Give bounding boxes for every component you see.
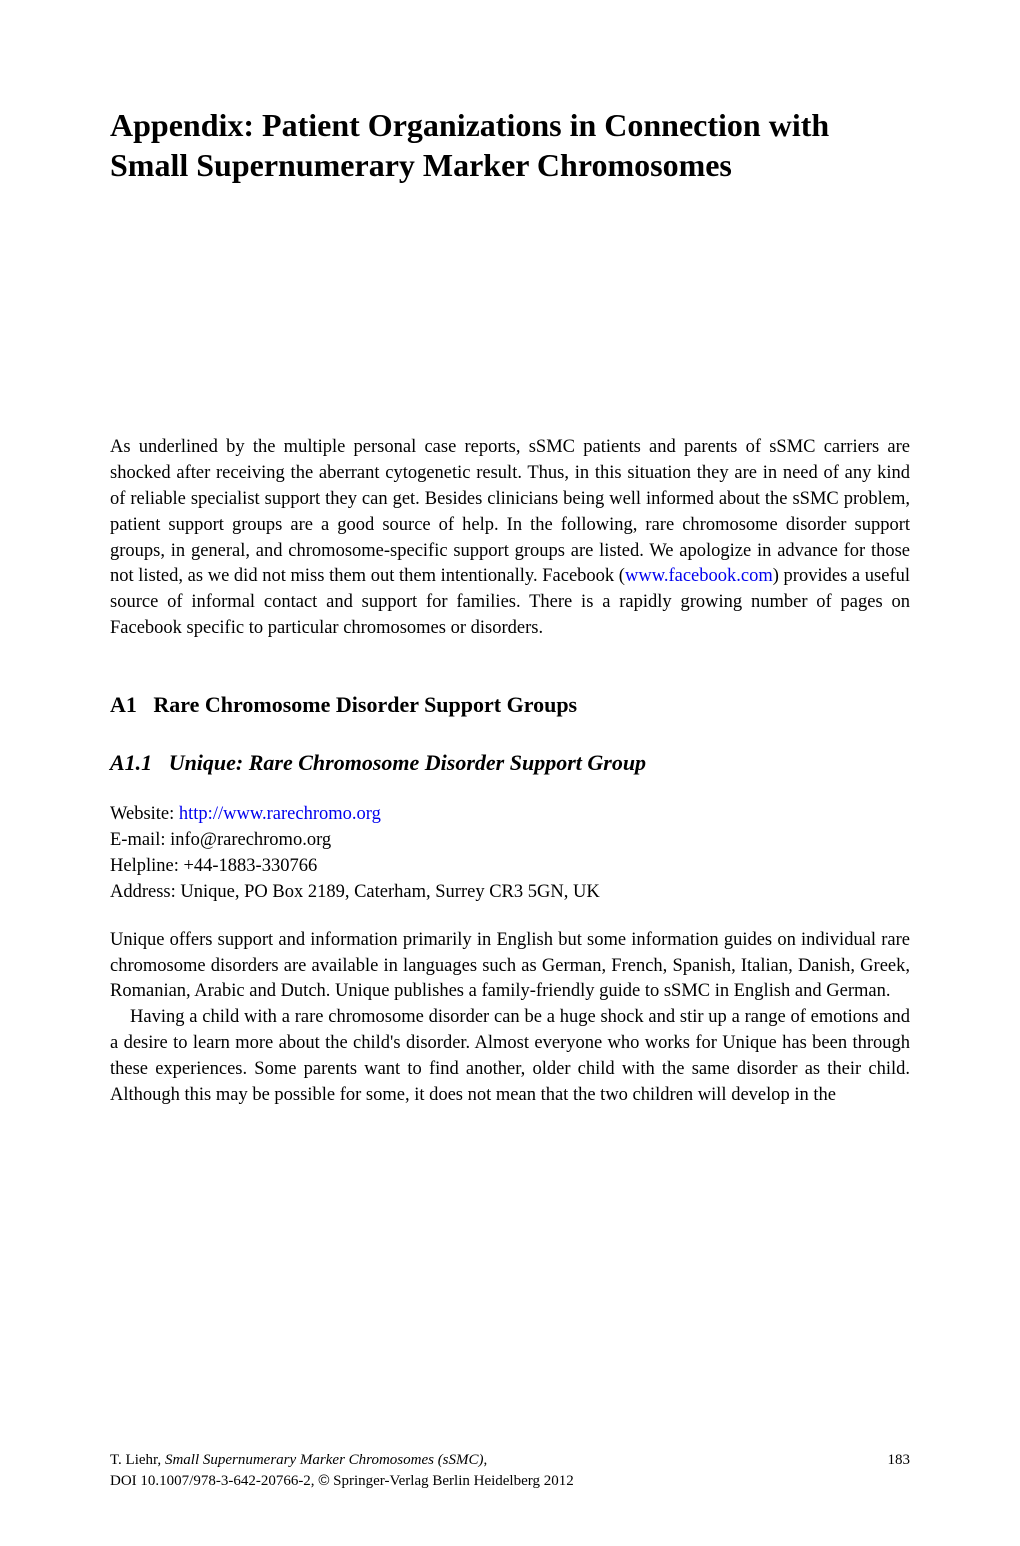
page-number: 183 [888,1451,911,1471]
footer-citation: T. Liehr, Small Supernumerary Marker Chr… [110,1451,574,1491]
section-a1-number: A1 [110,692,137,717]
section-a1-heading: A1 Rare Chromosome Disorder Support Grou… [110,692,910,718]
intro-paragraph: As underlined by the multiple personal c… [110,435,910,642]
body-paragraph-2: Having a child with a rare chromosome di… [110,1005,910,1109]
section-a11-title: Unique: Rare Chromosome Disorder Support… [169,750,646,775]
section-a11-number: A1.1 [110,750,152,775]
footer-comma: , [484,1452,488,1468]
website-label: Website: [110,804,179,824]
copyright-icon: © [318,1472,329,1489]
section-a1-title: Rare Chromosome Disorder Support Groups [153,692,577,717]
section-a11-heading: A1.1 Unique: Rare Chromosome Disorder Su… [110,750,910,776]
facebook-link[interactable]: www.facebook.com [625,566,773,586]
footer-author: T. Liehr, [110,1452,165,1468]
footer-book-title: Small Supernumerary Marker Chromosomes (… [165,1452,484,1468]
page-footer: T. Liehr, Small Supernumerary Marker Chr… [110,1451,910,1491]
contact-email: E-mail: info@rarechromo.org [110,828,910,854]
contact-address: Address: Unique, PO Box 2189, Caterham, … [110,880,910,906]
body-paragraph-1: Unique offers support and information pr… [110,928,910,1006]
footer-doi: DOI 10.1007/978-3-642-20766-2, [110,1473,318,1489]
contact-helpline: Helpline: +44-1883-330766 [110,854,910,880]
website-link[interactable]: http://www.rarechromo.org [179,804,381,824]
footer-copyright: Springer-Verlag Berlin Heidelberg 2012 [329,1473,573,1489]
appendix-title: Appendix: Patient Organizations in Conne… [110,105,910,185]
intro-text-before: As underlined by the multiple personal c… [110,437,910,586]
contact-block: Website: http://www.rarechromo.org E-mai… [110,802,910,906]
contact-website-line: Website: http://www.rarechromo.org [110,802,910,828]
